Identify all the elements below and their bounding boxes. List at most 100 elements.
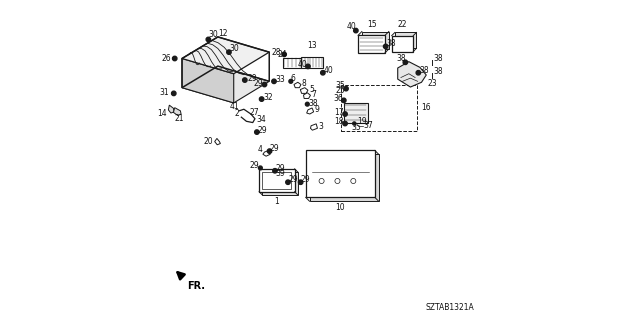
- Circle shape: [262, 82, 267, 87]
- Circle shape: [206, 37, 211, 42]
- Polygon shape: [294, 82, 301, 88]
- Text: 5: 5: [309, 85, 314, 94]
- Text: 39: 39: [275, 169, 285, 178]
- Polygon shape: [263, 150, 270, 156]
- Circle shape: [173, 56, 177, 61]
- Text: 37: 37: [364, 121, 374, 130]
- Circle shape: [255, 130, 259, 134]
- Circle shape: [305, 102, 309, 106]
- Circle shape: [282, 52, 286, 57]
- Circle shape: [172, 91, 176, 96]
- Circle shape: [243, 78, 247, 82]
- Text: 17: 17: [335, 108, 344, 117]
- Text: 35: 35: [352, 123, 362, 132]
- Text: 38: 38: [396, 54, 406, 63]
- Circle shape: [227, 50, 231, 54]
- Bar: [262, 172, 291, 188]
- Circle shape: [259, 166, 262, 170]
- Bar: [306, 150, 375, 197]
- Text: 38: 38: [433, 67, 443, 76]
- Text: 21: 21: [175, 114, 184, 123]
- Text: 24: 24: [278, 50, 287, 59]
- Text: 10: 10: [335, 203, 345, 212]
- Text: 29: 29: [276, 164, 285, 173]
- Circle shape: [416, 70, 420, 75]
- Bar: [259, 169, 294, 192]
- Polygon shape: [303, 93, 310, 99]
- Text: 1: 1: [275, 197, 279, 206]
- Bar: [340, 84, 417, 132]
- Text: 9: 9: [315, 105, 319, 114]
- Text: 29: 29: [288, 175, 298, 185]
- Polygon shape: [300, 88, 308, 93]
- Circle shape: [259, 97, 264, 101]
- Text: 32: 32: [264, 93, 273, 102]
- Text: 38: 38: [433, 54, 443, 63]
- Text: 36: 36: [333, 94, 343, 103]
- Text: 19: 19: [357, 117, 367, 126]
- Text: 30: 30: [209, 30, 218, 39]
- Text: 28: 28: [272, 48, 282, 57]
- Text: 6: 6: [291, 74, 296, 83]
- Text: 7: 7: [312, 90, 316, 99]
- Text: 29: 29: [270, 144, 280, 153]
- Polygon shape: [307, 108, 314, 114]
- Text: 16: 16: [422, 103, 431, 112]
- Text: 29: 29: [250, 161, 259, 170]
- Text: 35: 35: [335, 81, 346, 90]
- Text: 15: 15: [367, 20, 377, 29]
- Polygon shape: [310, 124, 317, 130]
- Bar: [301, 57, 323, 68]
- Bar: [283, 58, 301, 68]
- Text: 18: 18: [335, 117, 344, 126]
- Circle shape: [343, 121, 348, 126]
- Text: 26: 26: [162, 54, 172, 63]
- Text: 22: 22: [397, 20, 407, 29]
- Text: 40: 40: [298, 60, 307, 69]
- Polygon shape: [182, 66, 269, 103]
- Text: 2: 2: [234, 108, 239, 117]
- Text: 34: 34: [257, 115, 266, 124]
- Polygon shape: [182, 59, 234, 103]
- Circle shape: [321, 70, 325, 75]
- Circle shape: [285, 180, 290, 184]
- Circle shape: [383, 44, 388, 49]
- Text: 14: 14: [157, 108, 167, 117]
- Bar: [362, 32, 389, 49]
- Text: 4: 4: [257, 145, 262, 154]
- Text: 25: 25: [336, 86, 346, 95]
- Text: 38: 38: [387, 39, 396, 48]
- Polygon shape: [182, 37, 269, 74]
- Bar: [310, 154, 379, 201]
- Text: 12: 12: [218, 28, 227, 38]
- Circle shape: [272, 79, 276, 84]
- Polygon shape: [168, 105, 174, 113]
- Text: 33: 33: [275, 75, 285, 84]
- Circle shape: [268, 149, 272, 153]
- Text: 27: 27: [250, 108, 259, 117]
- Circle shape: [342, 98, 346, 103]
- Text: 13: 13: [307, 41, 317, 50]
- Text: 29: 29: [247, 74, 257, 83]
- Text: 40: 40: [347, 22, 356, 31]
- Circle shape: [344, 86, 348, 91]
- Text: 29: 29: [257, 126, 267, 135]
- Text: 3: 3: [319, 122, 323, 131]
- Text: 30: 30: [229, 44, 239, 53]
- Circle shape: [289, 79, 292, 83]
- Text: 29: 29: [301, 175, 310, 185]
- Circle shape: [403, 60, 408, 65]
- Bar: [262, 172, 298, 195]
- Text: 20: 20: [203, 137, 212, 146]
- Circle shape: [343, 112, 348, 116]
- Polygon shape: [173, 108, 181, 116]
- Circle shape: [306, 64, 310, 69]
- Text: 41: 41: [230, 102, 239, 111]
- Bar: [395, 32, 417, 48]
- Text: 29: 29: [253, 79, 263, 88]
- Text: 38: 38: [419, 66, 429, 75]
- Bar: [344, 103, 367, 123]
- Circle shape: [298, 180, 303, 184]
- Circle shape: [354, 28, 358, 33]
- Circle shape: [353, 122, 356, 125]
